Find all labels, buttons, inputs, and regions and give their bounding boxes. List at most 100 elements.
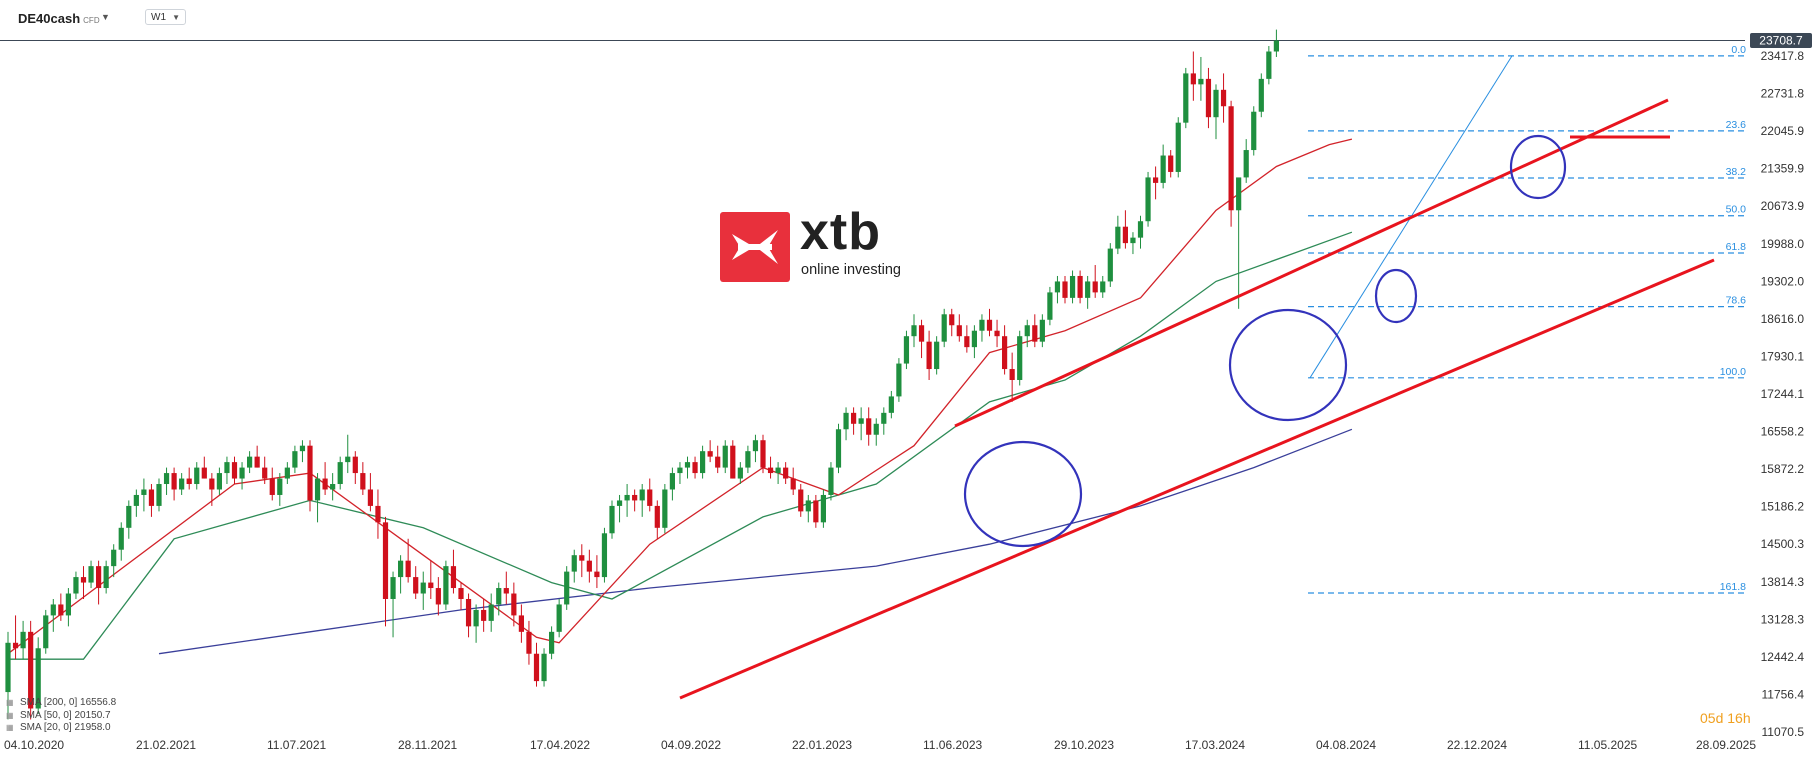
price-tick-label: 17930.1 (1761, 349, 1805, 363)
candle (1054, 275, 1061, 304)
price-tick-label: 22045.9 (1761, 124, 1805, 138)
candle (1107, 243, 1113, 287)
candle (1236, 177, 1242, 309)
candle (851, 407, 857, 435)
time-tick-label: 28.09.2025 (1696, 738, 1756, 752)
legend-item-sma20[interactable]: ▦ SMA [20, 0] 21958.0 (6, 722, 116, 735)
price-tick-label: 23417.8 (1761, 49, 1805, 63)
candle (986, 308, 993, 337)
candle (12, 615, 19, 660)
candle (375, 489, 381, 539)
price-tick-label: 11070.5 (1762, 725, 1805, 739)
candle (111, 544, 117, 578)
candle (881, 407, 887, 435)
candle (201, 456, 207, 479)
candle (307, 440, 313, 512)
candle (420, 571, 426, 610)
candle (1183, 67, 1189, 129)
candle (277, 473, 283, 506)
candle (571, 549, 577, 583)
candle (435, 577, 441, 616)
price-tick-label: 19302.0 (1761, 274, 1805, 288)
candle (873, 418, 879, 446)
candle (1213, 84, 1219, 140)
candle (1175, 117, 1181, 178)
candle (541, 648, 547, 687)
candle (1047, 286, 1053, 326)
candle (866, 407, 872, 446)
highlight-circle[interactable] (963, 440, 1083, 548)
legend-item-sma50[interactable]: ▦ SMA [50, 0] 20150.7 (6, 710, 116, 723)
candle (1122, 210, 1128, 249)
candle (752, 434, 759, 463)
candle (564, 566, 570, 610)
price-tick-label: 21359.9 (1761, 162, 1805, 176)
candle (783, 462, 789, 485)
candle (194, 462, 200, 490)
legend-item-sma200[interactable]: ▦ SMA [200, 0] 16556.8 (6, 697, 116, 710)
time-tick-label: 29.10.2023 (1054, 738, 1114, 752)
candle (58, 593, 64, 621)
candle (722, 440, 728, 474)
trend-drawings[interactable] (679, 98, 1715, 700)
candle (352, 451, 358, 485)
candle (35, 637, 41, 714)
time-axis[interactable]: 04.10.2020 21.02.2021 11.07.2021 28.11.2021… (4, 738, 1756, 752)
fib-level-label: 78.6 (1726, 295, 1747, 307)
candle (911, 314, 917, 348)
candle (669, 467, 675, 501)
indicator-settings-icon[interactable]: ▦ (6, 710, 14, 720)
highlight-circle[interactable] (1228, 308, 1348, 422)
logo-tagline: online investing (801, 262, 901, 278)
chevron-down-icon[interactable]: ▼ (101, 12, 110, 22)
candle (692, 456, 698, 479)
upper-channel-line[interactable] (954, 98, 1669, 428)
candle (465, 593, 472, 638)
highlight-circle[interactable] (1509, 134, 1567, 200)
candle (133, 489, 139, 517)
candle (73, 571, 79, 599)
legend-label: SMA [50, 0] 20150.7 (20, 709, 111, 721)
candle (171, 467, 177, 501)
time-tick-label: 04.08.2024 (1316, 738, 1376, 752)
candle (684, 456, 691, 479)
time-tick-label: 22.12.2024 (1447, 738, 1507, 752)
candle (473, 604, 479, 643)
price-tick-label: 13814.3 (1761, 575, 1805, 589)
candle (443, 560, 449, 610)
price-tick-label: 20673.9 (1761, 199, 1805, 213)
candle (345, 434, 351, 474)
symbol-name: DE40cash (18, 11, 81, 26)
interval-selector[interactable]: W1 ▼ (145, 9, 186, 25)
indicator-settings-icon[interactable]: ▦ (6, 698, 14, 707)
fibonacci-retracement[interactable]: 0.0 23.6 38.2 50.0 61.8 78.6 100.0 161.8 (1308, 44, 1747, 594)
candle (209, 473, 215, 506)
indicator-settings-icon[interactable]: ▦ (6, 723, 14, 732)
candle (526, 620, 532, 665)
candle (488, 593, 494, 632)
candle (994, 319, 1000, 348)
candle (1153, 166, 1159, 200)
candle (254, 445, 260, 468)
symbol-selector[interactable]: DE40cash CFD (18, 11, 100, 26)
time-tick-label: 17.03.2024 (1185, 738, 1245, 752)
candle (179, 473, 185, 495)
candle (186, 467, 192, 490)
candle (518, 604, 524, 643)
candle (103, 560, 109, 594)
price-axis[interactable]: 23417.8 22731.8 22045.9 21359.9 20673.9 19988… (1761, 49, 1805, 739)
candle (126, 500, 132, 539)
candle (730, 440, 736, 479)
lower-channel-line[interactable] (679, 258, 1715, 700)
price-tick-label: 11756.4 (1762, 687, 1805, 701)
highlight-circle[interactable] (1374, 268, 1418, 324)
candle (1258, 73, 1264, 118)
candle (496, 582, 502, 616)
price-tick-label: 18616.0 (1761, 312, 1805, 326)
candle (450, 549, 457, 594)
candle (1273, 29, 1279, 57)
time-tick-label: 04.09.2022 (661, 738, 721, 752)
candle (1115, 215, 1121, 255)
price-tick-label: 13128.3 (1761, 612, 1805, 626)
